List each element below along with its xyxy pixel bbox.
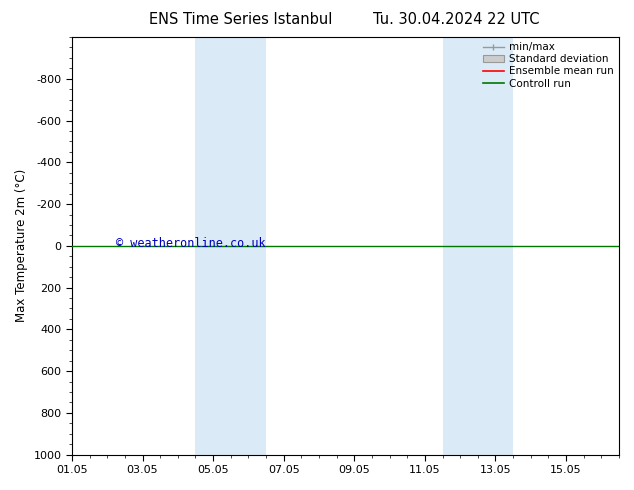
Text: ENS Time Series Istanbul: ENS Time Series Istanbul — [149, 12, 333, 27]
Text: Tu. 30.04.2024 22 UTC: Tu. 30.04.2024 22 UTC — [373, 12, 540, 27]
Bar — [195, 37, 266, 455]
Text: © weatheronline.co.uk: © weatheronline.co.uk — [116, 237, 266, 250]
Legend: min/max, Standard deviation, Ensemble mean run, Controll run: min/max, Standard deviation, Ensemble me… — [480, 39, 617, 92]
Bar — [443, 37, 513, 455]
Y-axis label: Max Temperature 2m (°C): Max Temperature 2m (°C) — [15, 169, 28, 322]
